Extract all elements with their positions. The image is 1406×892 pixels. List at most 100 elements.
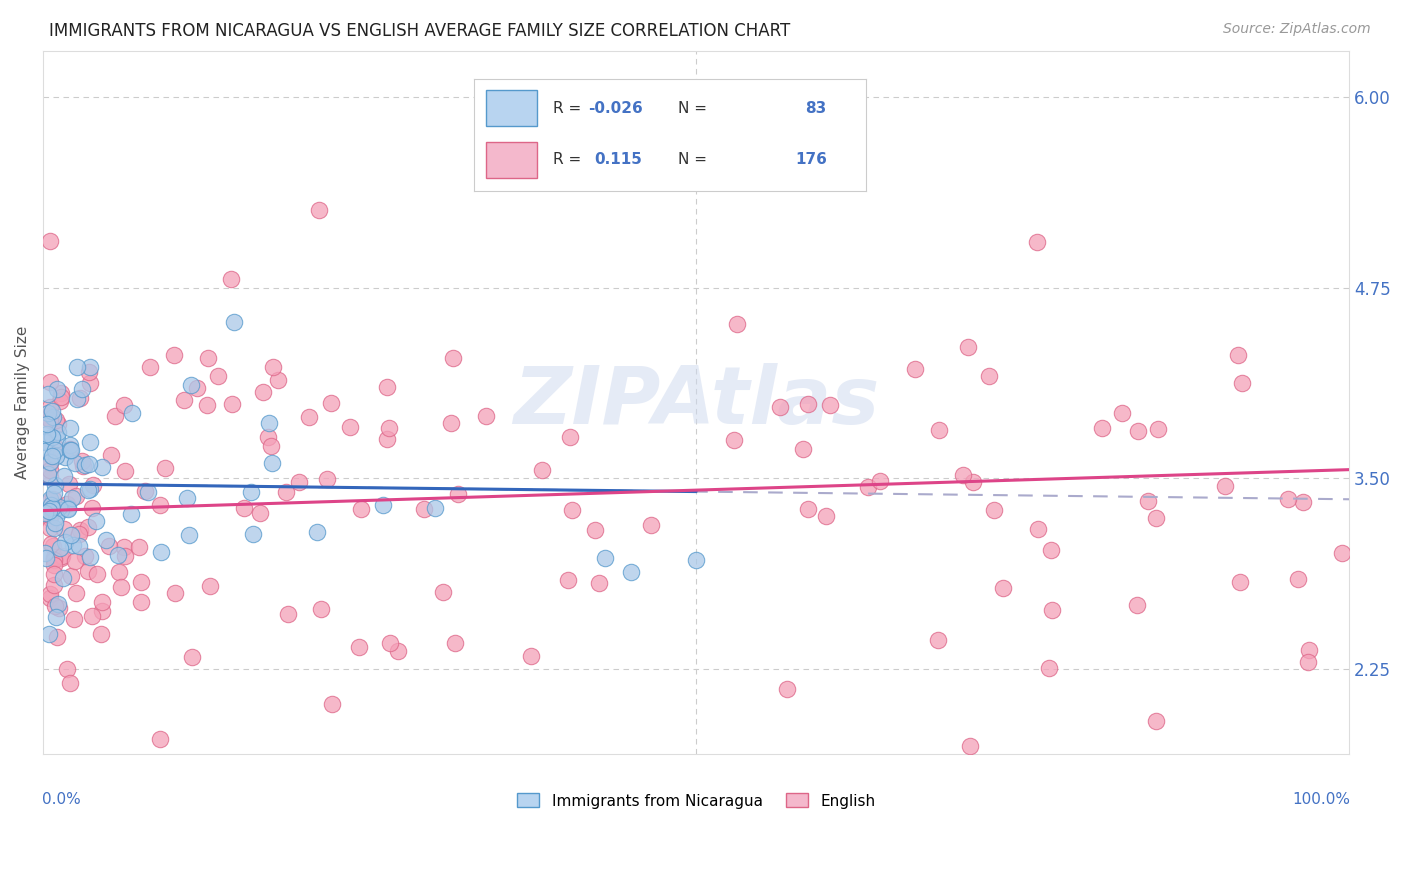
Point	[80, 608, 103, 623]
Point	[62, 538, 84, 552]
Point	[378, 421, 401, 435]
Point	[41, 403, 63, 417]
Point	[107, 548, 129, 562]
Point	[1146, 422, 1168, 436]
Point	[108, 565, 131, 579]
Point	[725, 318, 748, 332]
Point	[121, 406, 143, 420]
Point	[60, 569, 83, 583]
Point	[51, 385, 73, 400]
Point	[776, 682, 799, 697]
Point	[378, 636, 401, 650]
Point	[321, 396, 343, 410]
Point	[1230, 376, 1253, 391]
Point	[72, 459, 94, 474]
Text: 0.0%: 0.0%	[42, 792, 80, 807]
Point	[814, 508, 837, 523]
Point	[769, 400, 792, 414]
Point	[38, 521, 60, 535]
Point	[51, 549, 73, 563]
Point	[67, 540, 90, 554]
Point	[82, 478, 104, 492]
Point	[41, 500, 63, 515]
Point	[90, 459, 112, 474]
Point	[240, 484, 263, 499]
Point	[620, 566, 643, 580]
Point	[983, 503, 1005, 517]
Point	[76, 520, 98, 534]
Point	[37, 387, 59, 401]
Point	[321, 697, 343, 711]
Point	[79, 434, 101, 449]
Point	[432, 584, 454, 599]
Text: IMMIGRANTS FROM NICARAGUA VS ENGLISH AVERAGE FAMILY SIZE CORRELATION CHART: IMMIGRANTS FROM NICARAGUA VS ENGLISH AVE…	[49, 22, 790, 40]
Point	[55, 450, 77, 465]
Point	[77, 457, 100, 471]
Point	[519, 649, 541, 664]
Point	[38, 508, 60, 522]
Point	[39, 498, 62, 512]
Point	[34, 434, 56, 449]
Point	[1215, 478, 1237, 492]
Point	[1040, 603, 1063, 617]
Point	[63, 456, 86, 470]
Point	[45, 413, 67, 427]
Point	[1277, 492, 1299, 507]
Point	[288, 475, 311, 490]
Point	[46, 597, 69, 611]
Point	[65, 586, 87, 600]
Point	[79, 550, 101, 565]
Point	[475, 409, 498, 423]
Point	[1292, 495, 1315, 509]
Point	[129, 595, 152, 609]
Point	[65, 489, 87, 503]
Point	[165, 585, 187, 599]
Point	[962, 475, 984, 490]
Point	[219, 272, 242, 286]
Point	[63, 554, 86, 568]
Point	[308, 202, 330, 217]
Point	[66, 360, 89, 375]
Point	[60, 528, 83, 542]
Point	[76, 564, 98, 578]
Point	[375, 433, 398, 447]
Point	[44, 550, 66, 565]
Point	[153, 460, 176, 475]
Point	[1330, 547, 1353, 561]
Point	[114, 464, 136, 478]
Point	[59, 438, 82, 452]
Point	[59, 442, 82, 457]
Point	[38, 587, 60, 601]
Point	[1229, 575, 1251, 590]
Point	[70, 382, 93, 396]
Point	[207, 369, 229, 384]
Point	[86, 567, 108, 582]
Point	[233, 501, 256, 516]
Point	[311, 601, 333, 615]
Point	[387, 643, 409, 657]
Point	[307, 524, 329, 539]
Point	[94, 533, 117, 547]
Point	[66, 392, 89, 407]
Point	[38, 492, 60, 507]
Point	[298, 409, 321, 424]
Point	[979, 369, 1001, 384]
Point	[796, 397, 818, 411]
Point	[48, 601, 70, 615]
Point	[928, 423, 950, 437]
Point	[44, 440, 66, 454]
Point	[69, 523, 91, 537]
Point	[249, 506, 271, 520]
Point	[792, 442, 814, 456]
Point	[59, 676, 82, 690]
Point	[34, 506, 56, 520]
Point	[274, 485, 297, 500]
Point	[377, 380, 399, 394]
Point	[257, 416, 280, 430]
Point	[45, 382, 67, 396]
Point	[44, 520, 66, 534]
Point	[38, 503, 60, 517]
Point	[991, 582, 1014, 596]
Point	[38, 412, 60, 426]
Point	[685, 553, 707, 567]
